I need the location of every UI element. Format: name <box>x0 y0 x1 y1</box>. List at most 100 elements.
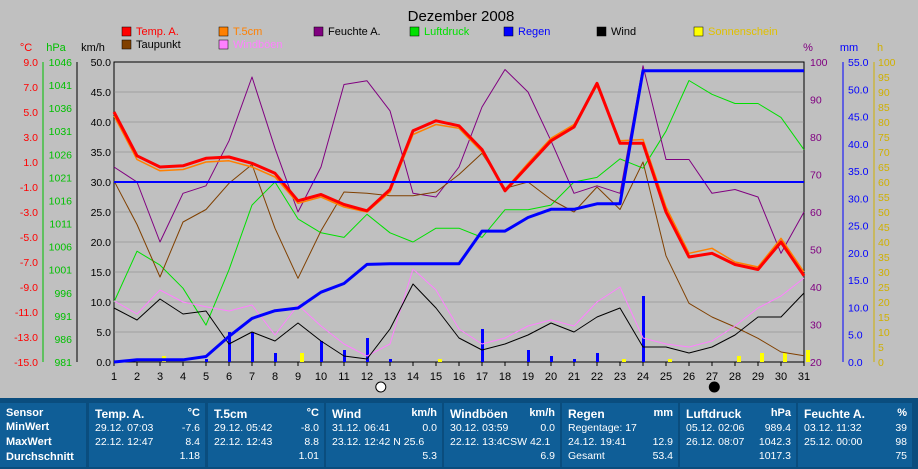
tick-label-hpa: 996 <box>54 288 72 300</box>
stats-row: 24.12. 19:41 12.9 <box>568 436 673 448</box>
x-tick-label: 28 <box>729 371 741 383</box>
legend-label: Wind <box>611 26 636 38</box>
bar-regentage <box>274 353 277 362</box>
stats-value: 98 <box>895 436 907 448</box>
tick-label-kmh: 35.0 <box>91 147 112 159</box>
moon-full <box>375 381 387 393</box>
right-axes: 100908070605040302055.050.045.040.035.03… <box>810 57 896 369</box>
tick-label-temp: 5.0 <box>23 107 38 119</box>
tick-label-pct: 90 <box>810 95 822 107</box>
axis-unit-hpa: hPa <box>46 42 66 54</box>
axis-units: °C hPa km/h% mm h <box>20 42 883 54</box>
stats-row: 1017.3 <box>686 450 791 462</box>
row-label-sensor: Sensor <box>6 407 44 419</box>
column-unit: °C <box>187 407 200 419</box>
tick-label-hpa: 1016 <box>49 195 73 207</box>
stats-row: 1.18 <box>95 450 200 462</box>
bar-regentage <box>251 332 254 362</box>
x-tick-label: 18 <box>499 371 511 383</box>
legend-label: Luftdruck <box>424 26 470 38</box>
row-label-max: MaxWert <box>6 436 52 448</box>
legend-label: T.5cm <box>233 26 262 38</box>
tick-label-hpa: 981 <box>54 357 72 369</box>
chart-title: Dezember 2008 <box>408 8 515 25</box>
x-tick-label: 20 <box>545 371 557 383</box>
stats-column: Windböen km/h 30.12. 03:59 0.0 22.12. 13:4CS… <box>444 403 560 467</box>
tick-label-kmh: 15.0 <box>91 267 112 279</box>
x-tick-label: 11 <box>338 371 349 383</box>
stats-value: 0.0 <box>422 422 437 434</box>
tick-label-mm: 15.0 <box>848 275 869 287</box>
stats-row: 26.12. 08:07 1042.3 <box>686 436 791 448</box>
tick-label-h: 10 <box>878 327 890 339</box>
stats-row: Gesamt 53.4 <box>568 450 673 462</box>
stats-row: 22.12. 12:43 8.8 <box>214 436 319 448</box>
tick-label-h: 0 <box>878 357 884 369</box>
column-unit: km/h <box>529 407 555 419</box>
legend-swatch <box>218 26 229 37</box>
tick-label-kmh: 50.0 <box>91 57 112 69</box>
x-tick-label: 23 <box>614 371 626 383</box>
legend-swatch <box>503 26 514 37</box>
tick-label-h: 40 <box>878 237 890 249</box>
tick-label-hpa: 1026 <box>49 149 73 161</box>
stats-row: 23.12. 12:42 N 25.6 <box>332 436 437 448</box>
x-tick-label: 6 <box>226 371 232 383</box>
stats-row: 6.9 <box>450 450 555 462</box>
x-tick-label: 10 <box>315 371 327 383</box>
tick-label-hpa: 1001 <box>49 265 73 277</box>
tick-label-h: 25 <box>878 282 890 294</box>
bar-regentage <box>481 329 484 362</box>
stats-row: 5.3 <box>332 450 437 462</box>
tick-label-h: 85 <box>878 102 890 114</box>
tick-label-pct: 80 <box>810 132 822 144</box>
bar-regentage <box>320 341 323 362</box>
tick-label-temp: -5.0 <box>20 232 38 244</box>
bar-regentage <box>573 359 576 362</box>
tick-label-hpa: 1011 <box>49 219 72 231</box>
stats-value: 1017.3 <box>758 450 791 462</box>
x-tick-label: 2 <box>134 371 140 383</box>
stats-row: 03.12. 11:32 39 <box>804 422 907 434</box>
stats-date: 25.12. 00:00 <box>804 436 863 448</box>
x-tick-label: 16 <box>453 371 465 383</box>
stats-row: 75 <box>804 450 907 462</box>
x-tick-label: 19 <box>522 371 534 383</box>
legend-label: Windböen <box>233 39 283 51</box>
bar-regentage <box>205 359 208 362</box>
stats-row: 22.12. 13:4CSW 42.1 <box>450 436 555 448</box>
stats-value: 53.4 <box>652 450 673 462</box>
tick-label-temp: -3.0 <box>20 207 38 219</box>
x-tick-label: 12 <box>361 371 373 383</box>
tick-label-h: 60 <box>878 177 890 189</box>
axis-unit-pct: % <box>803 42 813 54</box>
stats-date: 23.12. 12:42 N 25.6 <box>332 436 425 448</box>
column-unit: km/h <box>411 407 437 419</box>
tick-label-h: 65 <box>878 162 890 174</box>
stats-date: 22.12. 12:47 <box>95 436 154 448</box>
stats-date: 22.12. 12:43 <box>214 436 273 448</box>
series-line-windb-en <box>113 268 805 357</box>
legend-label: Taupunkt <box>136 39 181 51</box>
tick-label-pct: 20 <box>810 357 822 369</box>
column-unit: mm <box>653 407 673 419</box>
tick-label-pct: 30 <box>810 320 822 332</box>
x-tick-label: 26 <box>683 371 695 383</box>
stats-column: Wind km/h 31.12. 06:41 0.0 23.12. 12:42 N 25… <box>326 403 442 467</box>
bar-sonnenschein <box>760 353 764 362</box>
series-line-wind <box>113 283 805 360</box>
left-axes: 9.0 7.0 5.0 3.0 1.0 -1.0 -3.0 -5.0 -7.0 -9.0 -11.0… <box>14 57 111 369</box>
x-tick-label: 27 <box>706 371 718 383</box>
moon-markers <box>375 381 720 393</box>
tick-label-kmh: 30.0 <box>91 177 112 189</box>
tick-label-temp: -1.0 <box>20 182 38 194</box>
weather-chart: Dezember 2008 Temp. A. T.5cm Feuchte A. Luf… <box>14 8 896 393</box>
series-line-regen <box>113 69 804 364</box>
bar-sonnenschein <box>806 350 810 362</box>
legend-label: Sonnenschein <box>708 26 778 38</box>
column-header: Regen <box>568 407 605 421</box>
tick-label-hpa: 1006 <box>49 242 73 254</box>
tick-label-mm: 30.0 <box>848 193 869 205</box>
stats-row: 25.12. 00:00 98 <box>804 436 907 448</box>
series-line-feuchte-a- <box>113 65 805 254</box>
